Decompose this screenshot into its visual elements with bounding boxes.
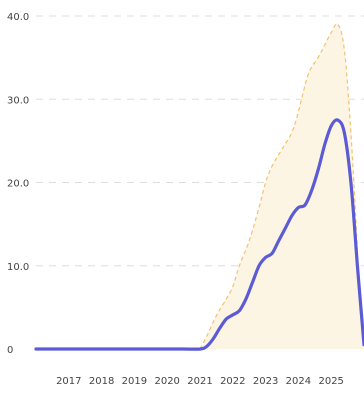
x-tick-label: 2022 <box>220 376 245 387</box>
x-tick-label: 2024 <box>286 376 311 387</box>
y-tick-label: 30.0 <box>7 95 29 106</box>
series-line <box>34 118 364 351</box>
x-tick-label: 2023 <box>253 376 278 387</box>
x-tick-label: 2017 <box>56 376 81 387</box>
band-upper-border <box>199 23 358 350</box>
x-tick-label: 2025 <box>318 376 343 387</box>
x-axis-ticks: 2017 2018 2019 2020 2021 2022 2023 2024 2025 <box>56 376 344 387</box>
x-tick-label: 2018 <box>89 376 114 387</box>
band-area <box>36 23 364 350</box>
line-layer <box>34 118 364 351</box>
band-layer <box>36 23 364 350</box>
x-tick-label: 2020 <box>154 376 179 387</box>
y-tick-label: 20.0 <box>7 179 29 190</box>
y-tick-label: 40.0 <box>7 12 29 23</box>
y-tick-label: 10.0 <box>7 262 29 273</box>
y-tick-label: 0 <box>7 345 13 356</box>
x-tick-label: 2019 <box>122 376 147 387</box>
y-axis-ticks: 0 10.0 20.0 30.0 40.0 <box>7 12 29 356</box>
x-tick-label: 2021 <box>187 376 212 387</box>
